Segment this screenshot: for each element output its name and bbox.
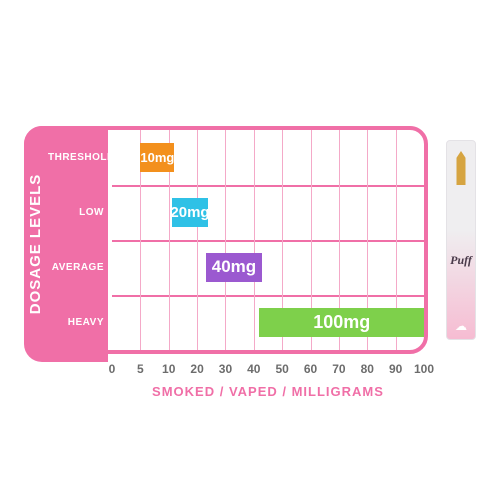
dosage-bar-label: 100mg — [313, 312, 370, 333]
x-axis-title: SMOKED / VAPED / MILLIGRAMS — [112, 384, 424, 399]
x-axis-tick: 20 — [190, 362, 203, 376]
x-axis-tick: 10 — [162, 362, 175, 376]
dosage-bar-label: 10mg — [140, 150, 174, 165]
dosage-bar: 40mg — [206, 253, 263, 282]
y-axis-label: LOW — [48, 207, 104, 218]
y-axis-title: DOSAGE LEVELS — [27, 174, 44, 315]
plot-area: 10mg 20mg 40mg 100mg — [112, 130, 424, 350]
dosage-bar-label: 40mg — [212, 257, 256, 277]
row-divider — [112, 295, 424, 297]
cloud-icon: ☁ — [447, 319, 475, 333]
x-axis-tick: 90 — [389, 362, 402, 376]
vape-tip-icon — [456, 151, 466, 185]
x-axis-tick: 0 — [109, 362, 116, 376]
y-axis-label: HEAVY — [48, 317, 104, 328]
dosage-bar: 20mg — [172, 198, 209, 227]
vape-logo-text: Puff — [447, 253, 475, 268]
x-axis-tick: 30 — [219, 362, 232, 376]
x-axis-tick: 60 — [304, 362, 317, 376]
grid-line — [225, 130, 226, 350]
y-axis-label: THRESHOLD — [48, 152, 104, 163]
row-divider — [112, 185, 424, 187]
x-axis-tick: 50 — [275, 362, 288, 376]
x-axis-tick: 80 — [361, 362, 374, 376]
row-divider — [112, 240, 424, 242]
x-axis-tick: 70 — [332, 362, 345, 376]
dosage-bar-label: 20mg — [170, 204, 209, 221]
grid-line — [254, 130, 255, 350]
x-axis-tick: 40 — [247, 362, 260, 376]
dosage-bar: 10mg — [140, 143, 174, 172]
grid-line — [197, 130, 198, 350]
vape-pen-illustration: Puff ☁ — [446, 140, 476, 340]
y-axis-label: AVERAGE — [48, 262, 104, 273]
dosage-bar: 100mg — [259, 308, 424, 337]
x-axis-tick: 100 — [414, 362, 434, 376]
x-axis-tick: 5 — [137, 362, 144, 376]
